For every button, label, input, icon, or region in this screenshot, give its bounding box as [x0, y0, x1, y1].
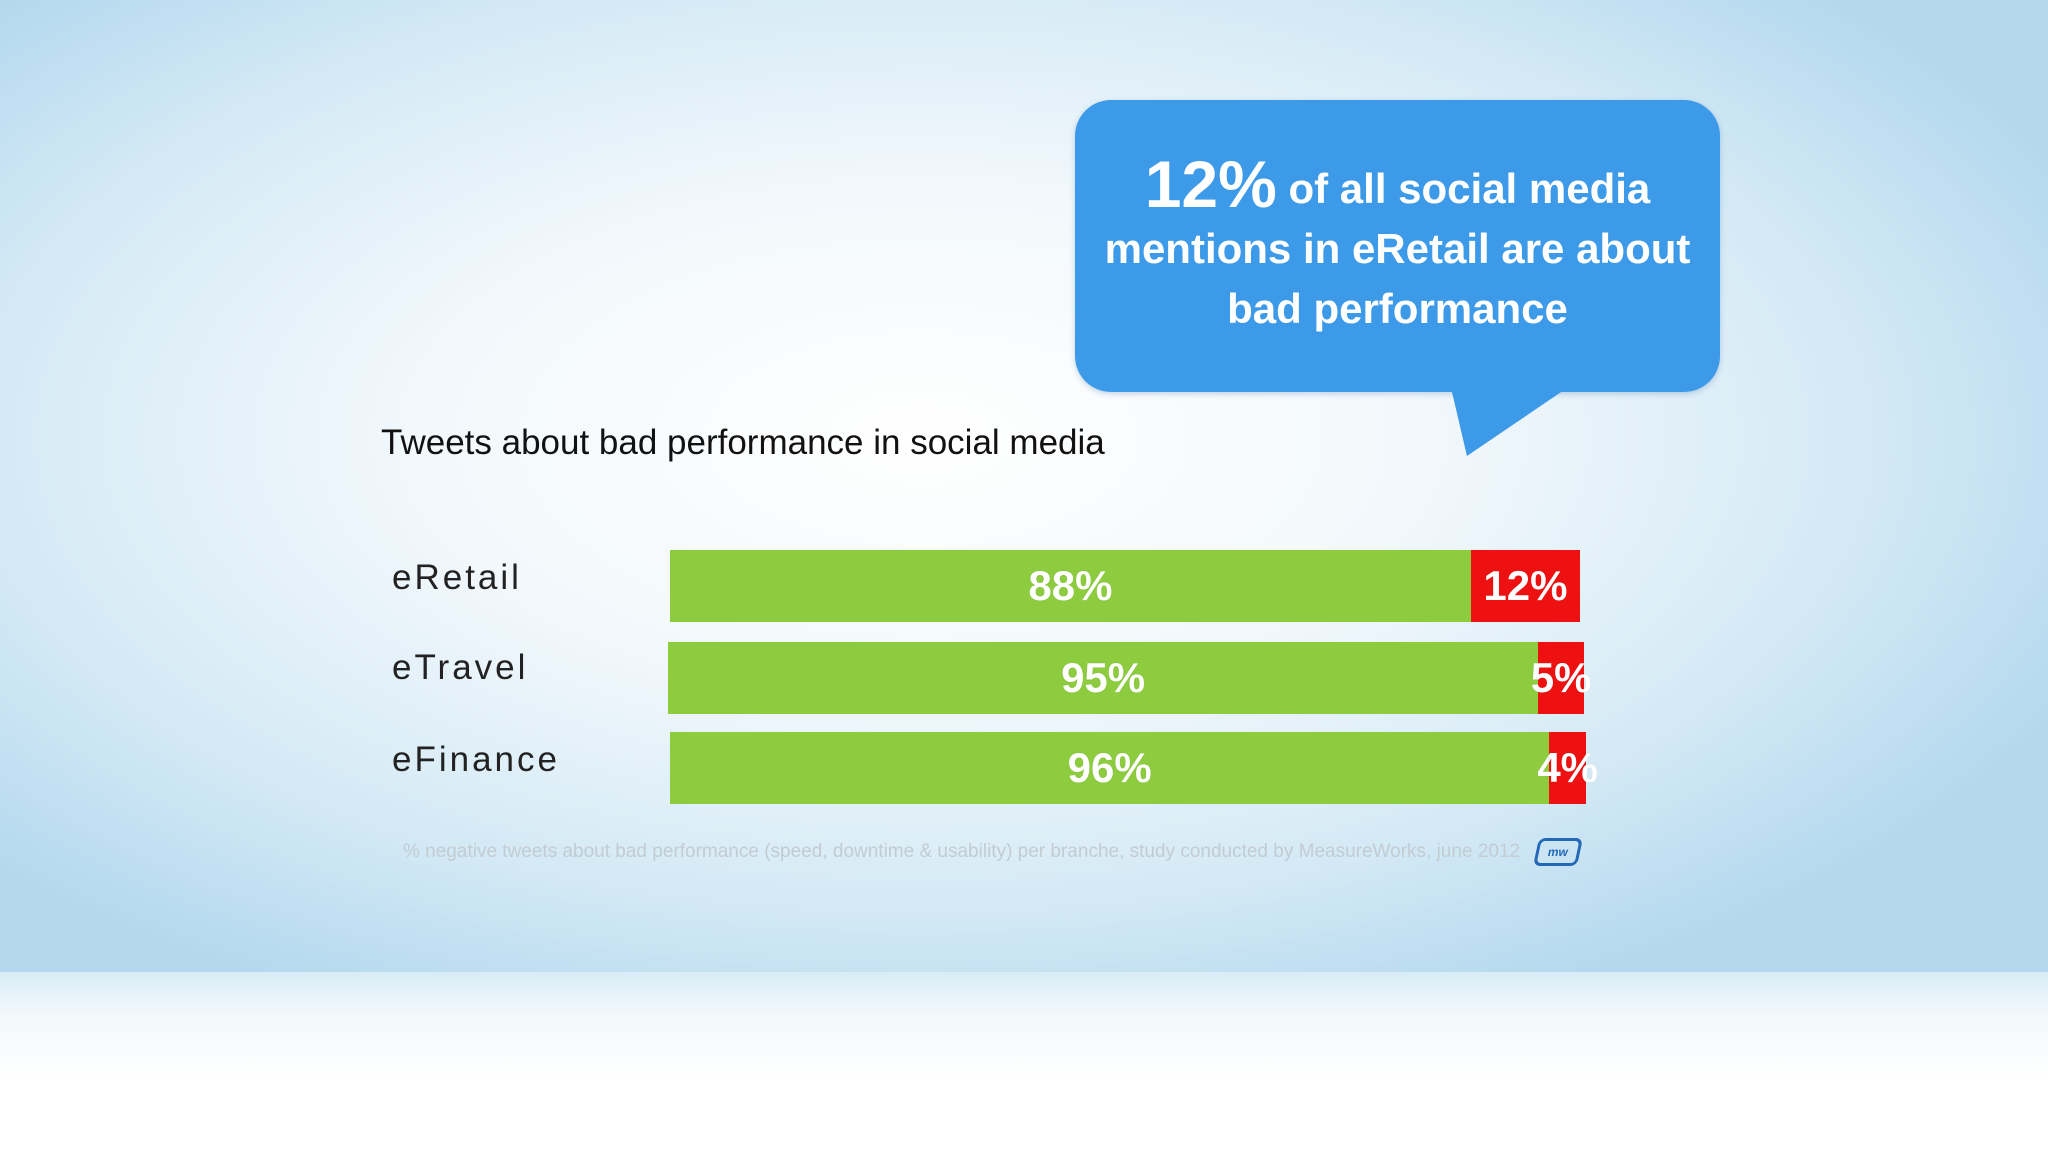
callout-bubble: 12% of all social media mentions in eRet… — [1075, 100, 1720, 392]
callout-text: 12% of all social media mentions in eRet… — [1098, 151, 1698, 339]
background-floor — [0, 972, 2048, 1152]
segment-positive-etravel: 95% — [668, 642, 1539, 714]
data-label: 96% — [1067, 744, 1152, 791]
logo-text: mw — [1546, 845, 1570, 859]
chart-title: Tweets about bad performance in social m… — [381, 423, 1105, 462]
segment-negative-etravel: 5% — [1531, 642, 1591, 714]
data-label: 88% — [1028, 562, 1113, 609]
bar-etravel: 95% 5% — [668, 642, 1591, 714]
category-label-etravel: eTravel — [392, 648, 529, 687]
bar-efinance: 96% 4% — [670, 732, 1598, 804]
segment-positive-eretail: 88% — [670, 550, 1471, 622]
bar-eretail: 88% 12% — [670, 550, 1580, 622]
data-label: 95% — [1061, 654, 1146, 701]
category-label-eretail: eRetail — [392, 558, 522, 597]
segment-positive-efinance: 96% — [670, 732, 1550, 804]
measureworks-logo: mw — [1533, 838, 1583, 866]
callout-body: of all social media mentions in eRetail … — [1104, 164, 1691, 332]
segment-negative-eretail: 12% — [1470, 550, 1580, 622]
data-label: 4% — [1537, 744, 1599, 791]
data-label: 12% — [1483, 562, 1568, 609]
callout-tail — [1428, 388, 1568, 456]
segment-negative-efinance: 4% — [1537, 732, 1598, 804]
category-label-efinance: eFinance — [392, 740, 560, 779]
data-label: 5% — [1530, 654, 1592, 701]
footnote: % negative tweets about bad performance … — [403, 841, 1521, 862]
callout-highlight: 12% — [1144, 146, 1277, 221]
